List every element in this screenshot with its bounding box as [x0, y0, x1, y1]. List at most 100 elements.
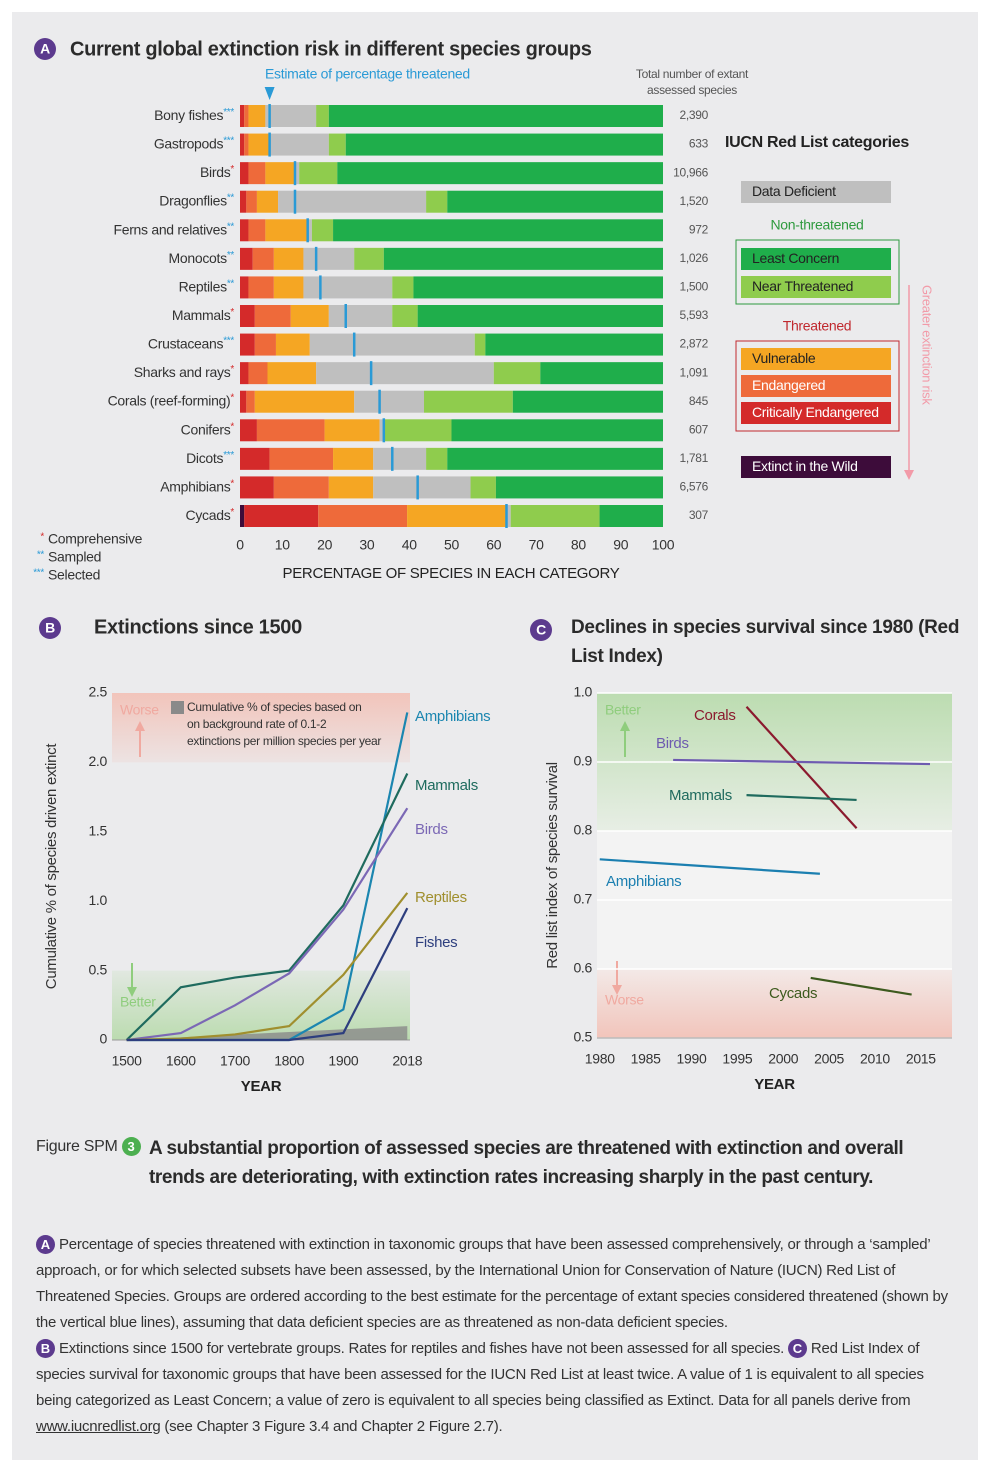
bar-segment: [495, 476, 663, 499]
category-name: Mammals: [172, 307, 231, 323]
zone-arrow-head: [612, 985, 622, 995]
x-tick-label: 50: [444, 537, 459, 553]
marker-symbol: *: [40, 532, 44, 543]
bar-segment: [246, 190, 257, 213]
bar-segment: [275, 333, 310, 356]
chart-title: Declines in species survival since 1980 …: [571, 617, 960, 667]
x-tick-label: 1600: [166, 1053, 196, 1069]
panel-badge: [530, 619, 552, 641]
series-line: [126, 892, 409, 1042]
bar-segment: [333, 447, 374, 470]
bar-segment: [240, 362, 249, 385]
category-marker: *: [230, 164, 234, 175]
link[interactable]: www.iucnredlist.org: [36, 1418, 161, 1435]
background-rate-label: extinctions per million species per year: [187, 734, 381, 748]
bar-segment: [373, 447, 427, 470]
legend-group-box: [735, 239, 900, 305]
bar-segment: [240, 447, 270, 470]
bar-segment: [354, 390, 425, 413]
caption-label-text: Figure SPM: [36, 1138, 118, 1155]
background-rate-label: Cumulative % of species based on: [187, 700, 362, 714]
chart-title: Current global extinction risk in differ…: [70, 38, 592, 60]
category-name: Cycads: [186, 507, 231, 523]
category-name: Dragonflies: [159, 192, 227, 208]
category-label: Mammals*: [172, 307, 235, 323]
bar-segment: [303, 276, 393, 299]
y-tick-label: 0.5: [88, 961, 107, 977]
x-tick-label: 100: [652, 537, 675, 553]
category-label: Corals (reef-forming)*: [108, 392, 235, 408]
category-marker: ***: [223, 135, 234, 146]
total-label: 1,026: [679, 251, 708, 265]
bar-segment: [265, 219, 308, 242]
series-label: Mammals: [415, 777, 478, 794]
total-label: 1,520: [679, 194, 708, 208]
bar-segment: [510, 505, 600, 527]
bar-segment: [307, 219, 312, 242]
x-tick-label: 10: [275, 537, 290, 553]
paragraph-text: (see Chapter 3 Figure 3.4 and Chapter 2 …: [164, 1418, 503, 1435]
legend-label: Critically Endangered: [752, 404, 879, 420]
panel-badge-label: B: [45, 620, 55, 636]
legend-group: Non-threatened: [770, 217, 863, 233]
category-name: Birds: [200, 164, 231, 180]
bar-segment: [278, 190, 427, 213]
x-tick-label: 90: [613, 537, 628, 553]
x-tick-label: 1985: [631, 1051, 661, 1067]
bar-segment: [299, 162, 338, 185]
bar-segment: [269, 133, 329, 156]
category-label: Monocots**: [169, 249, 235, 265]
series-line: [126, 907, 409, 1042]
bar-segment: [240, 305, 255, 327]
category-marker: *: [230, 307, 234, 318]
legend-group: Threatened: [783, 318, 852, 334]
legend-label: Extinct in the Wild: [752, 458, 858, 474]
bar-segment: [240, 105, 245, 127]
category-name: Ferns and relatives: [113, 221, 227, 237]
category-marker: *: [230, 364, 234, 375]
bar-segment: [337, 162, 663, 185]
caption-title: A substantial proportion of assessed spe…: [149, 1138, 904, 1188]
bar-segment: [240, 476, 274, 499]
bar-segment: [240, 219, 249, 242]
caption-head: Figure SPM 3 A substantial proportion of…: [36, 1134, 961, 1192]
zone-label: Worse: [605, 992, 644, 1008]
category-name: Conifers: [181, 421, 231, 437]
bar-segment: [316, 105, 329, 127]
bar-segment: [294, 162, 300, 185]
marker-label: Comprehensive: [48, 531, 143, 547]
bar-segment: [383, 419, 452, 442]
bar-segment: [316, 362, 494, 385]
bar-segment: [485, 333, 663, 356]
caption-number: 3: [121, 1137, 141, 1156]
total-label: 2,390: [679, 108, 708, 122]
bar-segment: [474, 333, 486, 356]
series-label: Amphibians: [415, 708, 490, 725]
estimate-pointer: [264, 87, 275, 100]
bar-segment: [246, 390, 255, 413]
bar-segment: [240, 333, 255, 356]
estimate-title: Estimate of percentage threatened: [265, 66, 470, 82]
category-name: Amphibians: [160, 478, 230, 494]
series-line: [599, 858, 820, 875]
x-tick-label: 2005: [814, 1051, 844, 1067]
y-tick-label: 0.8: [573, 822, 592, 838]
paragraph: A Percentage of species threatened with e…: [36, 1232, 961, 1336]
category-marker: ***: [223, 449, 234, 460]
legend-label: Data Deficient: [752, 183, 836, 199]
bar-segment: [392, 305, 418, 327]
bar-segment: [256, 190, 279, 213]
x-tick-label: 40: [402, 537, 417, 553]
bar-segment: [311, 219, 334, 242]
bar-segment: [333, 219, 663, 242]
bar-segment: [540, 362, 663, 385]
x-tick-label: 1900: [328, 1053, 358, 1069]
series-line: [745, 706, 858, 829]
panel-badge: [39, 617, 61, 639]
category-name: Dicots: [186, 450, 223, 466]
x-tick-label: 30: [359, 537, 374, 553]
paragraph-text: Percentage of species threatened with ex…: [36, 1236, 948, 1331]
total-label: 1,091: [679, 365, 708, 379]
bar-segment: [493, 362, 541, 385]
total-label: 5,593: [679, 308, 708, 322]
